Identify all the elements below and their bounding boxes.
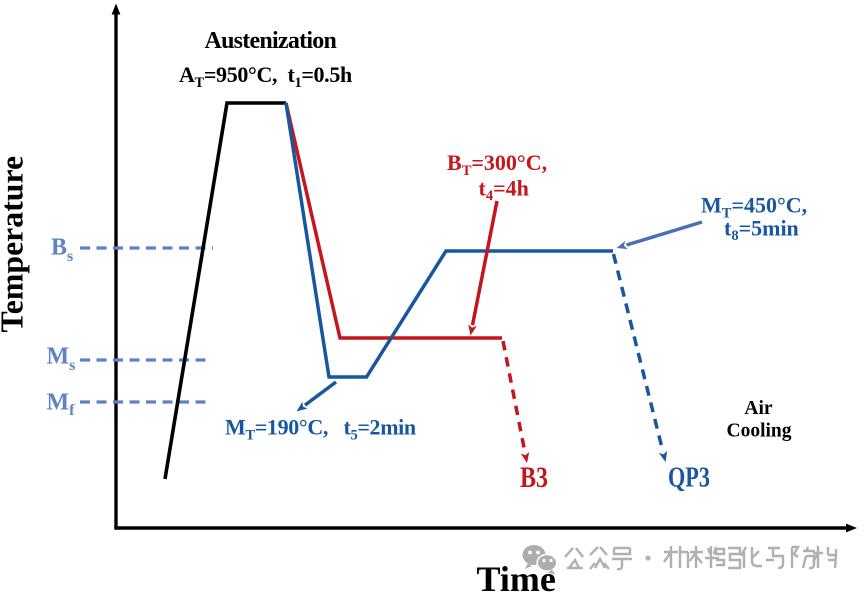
svg-text:Air: Air [744, 398, 773, 419]
svg-text:MT=450°C,: MT=450°C, [701, 193, 807, 222]
svg-text:MT=190°C, t5=2min: MT=190°C, t5=2min [225, 415, 416, 444]
svg-text:Bs: Bs [51, 235, 73, 266]
svg-text:Mf: Mf [47, 390, 76, 420]
svg-text:Austenization: Austenization [205, 28, 337, 54]
svg-text:QP3: QP3 [668, 461, 710, 493]
svg-text:t4=4h: t4=4h [479, 176, 529, 205]
svg-text:AT=950°C, t1=0.5h: AT=950°C, t1=0.5h [179, 62, 352, 91]
svg-text:Ms: Ms [47, 344, 76, 375]
svg-text:BT=300°C,: BT=300°C, [447, 150, 547, 179]
svg-text:Cooling: Cooling [726, 421, 791, 442]
svg-text:t8=5min: t8=5min [724, 216, 799, 245]
svg-text:Temperature: Temperature [0, 156, 30, 333]
svg-text:B3: B3 [520, 460, 548, 493]
